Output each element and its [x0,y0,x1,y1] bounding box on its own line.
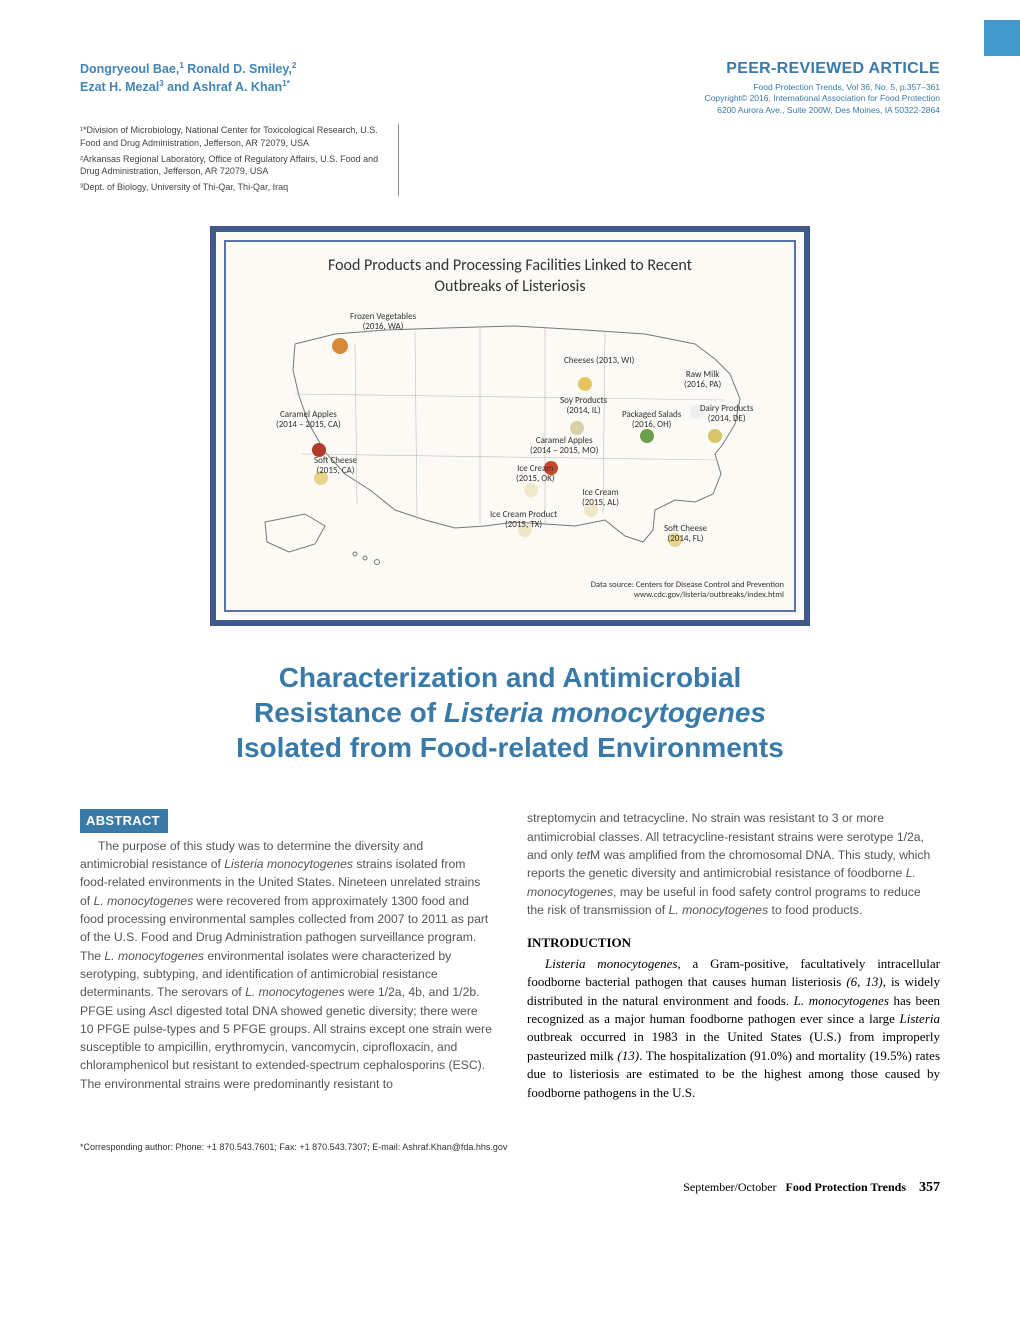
map-label: Soft Cheese(2015, CA) [314,456,357,475]
header-row: Dongryeoul Bae,1 Ronald D. Smiley,2 Ezat… [80,60,940,116]
right-column: streptomycin and tetracycline. No strain… [527,809,940,1102]
map-label: Ice Cream(2015, OK) [516,464,555,483]
title-line: Characterization and Antimicrobial [279,662,742,693]
figure-title-line: Outbreaks of Listeriosis [434,277,585,296]
title-italic: Listeria monocytogenes [444,697,766,728]
map-label: Ice Cream Product(2015, TX) [490,510,557,529]
figure-inner: Food Products and Processing Facilities … [224,240,796,612]
page-footer: September/October Food Protection Trends… [80,1180,940,1196]
map-label: Frozen Vegetables(2016, WA) [350,312,416,331]
paper-title: Characterization and Antimicrobial Resis… [120,660,900,765]
affiliations-wrap: ¹*Division of Microbiology, National Cen… [80,124,940,202]
vertical-rule [398,124,399,196]
figure-container: Food Products and Processing Facilities … [210,226,810,626]
map-label: Packaged Salads(2016, OH) [622,410,681,429]
footer-page: 357 [919,1180,940,1195]
body-columns: ABSTRACT The purpose of this study was t… [80,809,940,1102]
map-label: Ice Cream(2015, AL) [582,488,619,507]
journal-meta: Food Protection Trends, Vol 36, No. 5, p… [705,82,940,116]
map-label: Dairy Products(2014, DE) [700,404,753,423]
title-line: Isolated from Food-related Environments [236,732,784,763]
header-right: PEER-REVIEWED ARTICLE Food Protection Tr… [705,60,940,116]
affiliation: ²Arkansas Regional Laboratory, Office of… [80,153,384,178]
figure-title-line: Food Products and Processing Facilities … [328,256,692,275]
left-column: ABSTRACT The purpose of this study was t… [80,809,493,1102]
figure-title: Food Products and Processing Facilities … [236,256,784,298]
footer-journal: Food Protection Trends [786,1180,906,1194]
journal-line: Food Protection Trends, Vol 36, No. 5, p… [705,82,940,93]
figure-source: Data source: Centers for Disease Control… [236,580,784,600]
title-line: Resistance of [254,697,444,728]
authors-block: Dongryeoul Bae,1 Ronald D. Smiley,2 Ezat… [80,60,296,97]
corresponding-author: *Corresponding author: Phone: +1 870.543… [80,1142,940,1152]
abstract-body-left: The purpose of this study was to determi… [80,837,493,1093]
introduction-heading: INTRODUCTION [527,933,940,953]
corner-tab [984,20,1020,56]
map-label: Cheeses (2013, WI) [564,356,634,365]
map-label: Soy Products(2014, IL) [560,396,607,415]
peer-reviewed-label: PEER-REVIEWED ARTICLE [705,60,940,78]
map-label: Soft Cheese(2014, FL) [664,524,707,543]
map-label: Caramel Apples(2014 – 2015, CA) [276,410,341,429]
map-label: Raw Milk(2016, PA) [684,370,721,389]
affiliations: ¹*Division of Microbiology, National Cen… [80,124,384,202]
abstract-body-right: streptomycin and tetracycline. No strain… [527,809,940,919]
affiliation: ³Dept. of Biology, University of Thi-Qar… [80,181,384,194]
journal-line: Copyright© 2016, International Associati… [705,93,940,104]
footer-issue: September/October [683,1180,776,1194]
map-label: Caramel Apples(2014 – 2015, MO) [530,436,598,455]
abstract-heading: ABSTRACT [80,809,168,833]
affiliation: ¹*Division of Microbiology, National Cen… [80,124,384,149]
journal-line: 6200 Aurora Ave., Suite 200W, Des Moines… [705,105,940,116]
introduction-body: Listeria monocytogenes, a Gram-positive,… [527,955,940,1103]
